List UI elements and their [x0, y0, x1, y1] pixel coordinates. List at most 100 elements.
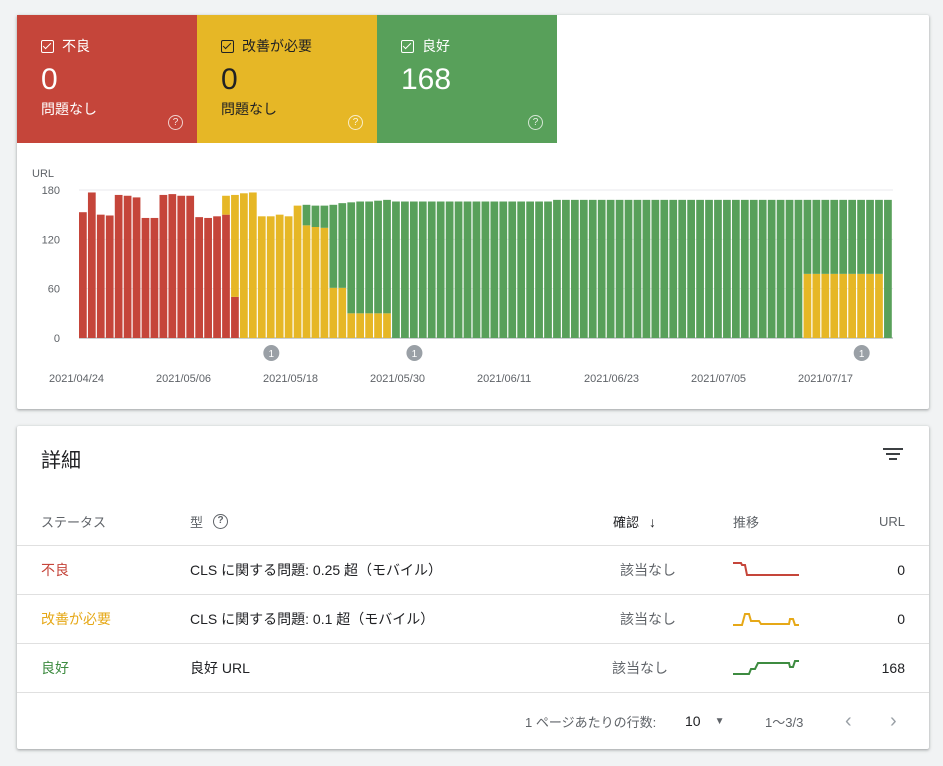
bar-segment[interactable]	[177, 195, 186, 338]
annotation-marker[interactable]: 1	[263, 345, 280, 361]
bar-segment[interactable]	[803, 199, 812, 274]
bar-segment[interactable]	[401, 201, 409, 338]
bar-segment[interactable]	[660, 199, 669, 338]
bar-segment[interactable]	[365, 313, 373, 338]
bar-segment[interactable]	[812, 199, 821, 274]
bar-segment[interactable]	[606, 199, 615, 338]
bar-segment[interactable]	[669, 199, 678, 338]
bar-segment[interactable]	[570, 199, 579, 338]
bar-segment[interactable]	[141, 217, 150, 338]
bar-segment[interactable]	[535, 201, 543, 338]
bar-segment[interactable]	[159, 194, 168, 338]
bar-segment[interactable]	[365, 201, 373, 314]
sort-arrow-down-icon[interactable]: ↓	[649, 513, 657, 530]
bar-segment[interactable]	[320, 227, 329, 338]
bar-segment[interactable]	[222, 214, 230, 338]
bar-segment[interactable]	[257, 216, 266, 338]
prev-page-chevron-icon[interactable]: ‹	[845, 709, 852, 732]
bar-segment[interactable]	[347, 313, 356, 338]
bar-segment[interactable]	[87, 192, 96, 338]
bar-segment[interactable]	[884, 199, 892, 338]
dropdown-caret-icon[interactable]: ▼	[714, 715, 725, 727]
help-icon[interactable]: ?	[528, 115, 543, 130]
bar-segment[interactable]	[705, 199, 713, 338]
bar-segment[interactable]	[731, 199, 740, 338]
bar-segment[interactable]	[794, 199, 803, 338]
bar-segment[interactable]	[785, 199, 794, 338]
bar-segment[interactable]	[749, 199, 758, 338]
bar-segment[interactable]	[383, 313, 391, 338]
bar-segment[interactable]	[714, 199, 722, 338]
bar-segment[interactable]	[356, 313, 365, 338]
bar-segment[interactable]	[875, 273, 883, 338]
bar-segment[interactable]	[723, 199, 731, 338]
help-icon[interactable]: ?	[168, 115, 183, 130]
bar-segment[interactable]	[275, 214, 284, 338]
bar-segment[interactable]	[338, 287, 347, 338]
bar-segment[interactable]	[150, 217, 159, 338]
bar-segment[interactable]	[687, 199, 696, 338]
bar-segment[interactable]	[356, 201, 365, 314]
bar-segment[interactable]	[472, 201, 481, 338]
table-row[interactable]: 良好 良好 URL 該当なし 168	[17, 644, 929, 693]
tile-poor[interactable]: 不良 0 問題なし ?	[17, 15, 197, 143]
bar-segment[interactable]	[830, 273, 839, 338]
bar-segment[interactable]	[615, 199, 624, 338]
bar-segment[interactable]	[347, 202, 356, 314]
bar-segment[interactable]	[105, 215, 114, 338]
bar-segment[interactable]	[544, 201, 552, 338]
bar-segment[interactable]	[374, 200, 382, 314]
tile-good[interactable]: 良好 168 ?	[377, 15, 557, 143]
bar-segment[interactable]	[776, 199, 785, 338]
bar-segment[interactable]	[839, 199, 848, 274]
bar-segment[interactable]	[311, 205, 320, 227]
bar-segment[interactable]	[866, 199, 874, 274]
bar-segment[interactable]	[248, 192, 257, 338]
table-row[interactable]: 改善が必要 CLS に関する問題: 0.1 超（モバイル） 該当なし 0	[17, 595, 929, 644]
next-page-chevron-icon[interactable]: ›	[890, 709, 897, 732]
bar-segment[interactable]	[329, 204, 338, 288]
checkbox-icon[interactable]	[41, 39, 54, 53]
bar-segment[interactable]	[293, 205, 302, 338]
bar-segment[interactable]	[866, 273, 874, 338]
bar-segment[interactable]	[848, 273, 857, 338]
bar-segment[interactable]	[579, 199, 588, 338]
bar-segment[interactable]	[490, 201, 499, 338]
help-icon[interactable]: ?	[348, 115, 363, 130]
bar-segment[interactable]	[830, 199, 839, 274]
bar-segment[interactable]	[696, 199, 704, 338]
bar-segment[interactable]	[821, 273, 830, 338]
bar-segment[interactable]	[392, 201, 400, 338]
bar-segment[interactable]	[678, 199, 687, 338]
bar-segment[interactable]	[740, 199, 749, 338]
bar-segment[interactable]	[222, 195, 230, 215]
bar-segment[interactable]	[168, 194, 177, 338]
bar-segment[interactable]	[499, 201, 508, 338]
bar-segment[interactable]	[320, 205, 329, 228]
bar-segment[interactable]	[651, 199, 660, 338]
bar-segment[interactable]	[302, 204, 311, 226]
bar-segment[interactable]	[418, 201, 427, 338]
bar-segment[interactable]	[123, 195, 132, 338]
bar-segment[interactable]	[284, 216, 293, 338]
bar-segment[interactable]	[427, 201, 436, 338]
bar-segment[interactable]	[839, 273, 848, 338]
checkbox-icon[interactable]	[401, 39, 414, 53]
bar-segment[interactable]	[213, 216, 221, 338]
annotation-marker[interactable]: 1	[406, 345, 423, 361]
bar-segment[interactable]	[758, 199, 767, 338]
bar-segment[interactable]	[329, 287, 338, 338]
bar-segment[interactable]	[526, 201, 534, 338]
bar-segment[interactable]	[508, 201, 517, 338]
annotation-marker[interactable]: 1	[853, 345, 870, 361]
bar-segment[interactable]	[240, 193, 248, 338]
header-confirm[interactable]: 確認 ↓	[613, 498, 695, 545]
bar-segment[interactable]	[588, 199, 597, 338]
bar-segment[interactable]	[374, 313, 382, 338]
filter-icon[interactable]	[883, 448, 903, 462]
bar-segment[interactable]	[481, 201, 490, 338]
help-icon[interactable]: ?	[213, 514, 229, 529]
bar-segment[interactable]	[311, 227, 320, 338]
bar-segment[interactable]	[821, 199, 830, 274]
bar-segment[interactable]	[445, 201, 454, 338]
